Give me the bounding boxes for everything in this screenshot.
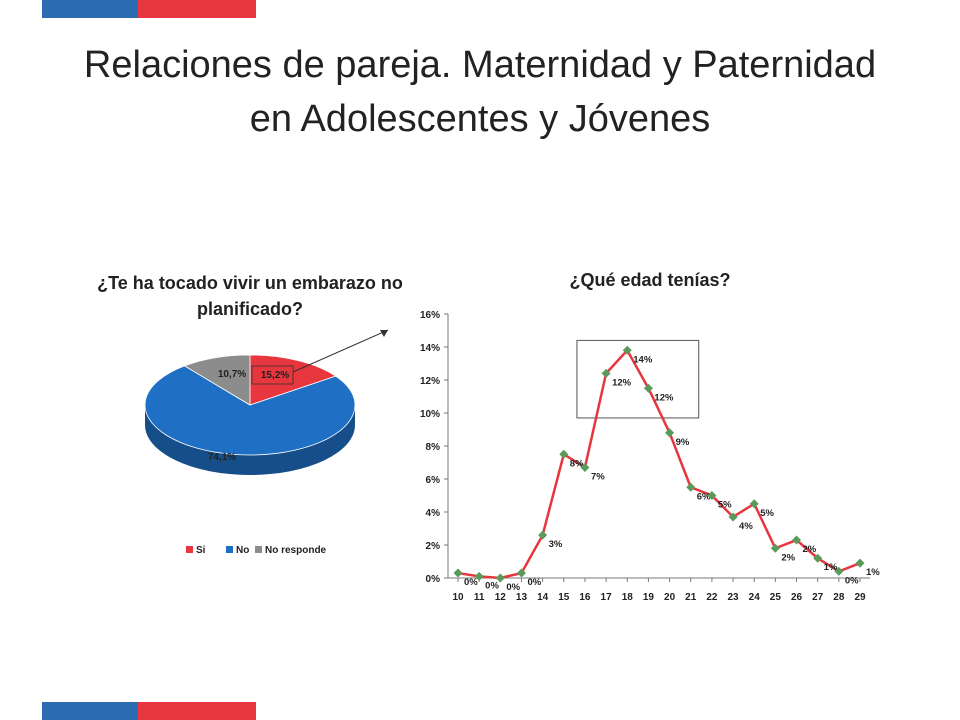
line-point-marker <box>792 535 802 545</box>
line-point-marker <box>453 568 463 578</box>
line-data-label: 14% <box>633 354 653 365</box>
line-x-tick-label: 22 <box>706 592 718 603</box>
line-data-label: 9% <box>676 437 690 448</box>
line-point-marker <box>665 428 675 438</box>
line-x-tick-label: 28 <box>833 592 845 603</box>
line-x-tick-label: 13 <box>516 592 528 603</box>
pie-callout-arrow <box>292 329 389 373</box>
line-data-label: 1% <box>866 567 880 578</box>
line-x-tick-label: 29 <box>854 592 866 603</box>
line-y-tick-label: 6% <box>426 475 441 486</box>
line-data-label: 2% <box>803 544 817 555</box>
pie-legend-swatch-no <box>226 546 233 553</box>
bottom-accent-bar <box>42 702 256 720</box>
bottom-accent-blue <box>42 702 138 720</box>
line-y-tick-label: 10% <box>420 409 440 420</box>
line-x-tick-label: 27 <box>812 592 824 603</box>
line-x-tick-label: 25 <box>770 592 782 603</box>
line-point-marker <box>538 530 548 540</box>
line-x-tick-label: 12 <box>495 592 507 603</box>
line-x-tick-label: 15 <box>558 592 570 603</box>
pie-highlight-box <box>251 365 294 385</box>
pie-slice-no-responde <box>183 354 251 406</box>
line-x-tick-label: 26 <box>791 592 803 603</box>
line-point-marker <box>749 499 759 509</box>
line-data-label: 0% <box>506 582 520 593</box>
line-y-tick-label: 12% <box>420 376 440 387</box>
line-point-marker <box>601 368 611 378</box>
line-y-tick-label: 8% <box>426 442 441 453</box>
line-data-label: 1% <box>824 562 838 573</box>
line-data-label: 6% <box>697 491 711 502</box>
line-data-label: 3% <box>549 539 563 550</box>
pie-chart-title: ¿Te ha tocado vivir un embarazo no plani… <box>97 273 403 319</box>
line-y-tick-label: 0% <box>426 574 441 585</box>
line-x-tick-label: 24 <box>749 592 761 603</box>
line-point-marker <box>686 482 696 492</box>
line-point-marker <box>855 558 865 568</box>
pie-legend-swatch-no-responde <box>255 546 262 553</box>
line-x-tick-label: 14 <box>537 592 549 603</box>
line-point-marker <box>770 543 780 553</box>
line-chart-title: ¿Qué edad tenías? <box>569 270 731 290</box>
line-peak-highlight-box <box>576 339 700 419</box>
pie-legend-label-si: Si <box>196 545 206 556</box>
pie-legend-swatch-si <box>186 546 193 553</box>
line-y-tick-label: 14% <box>420 343 440 354</box>
top-accent-red <box>138 0 256 18</box>
top-accent-blue <box>42 0 138 18</box>
line-point-marker <box>559 449 569 459</box>
line-y-tick-label: 4% <box>426 508 441 519</box>
line-point-marker <box>728 512 738 522</box>
line-data-label: 0% <box>845 575 859 586</box>
line-data-label: 0% <box>527 577 541 588</box>
line-point-marker <box>495 573 505 583</box>
line-x-tick-label: 19 <box>643 592 655 603</box>
slide-title-line1: Relaciones de pareja. Maternidad y Pater… <box>83 44 877 86</box>
slide-title-line2: en Adolescentes y Jóvenes <box>249 98 711 140</box>
line-x-tick-label: 16 <box>579 592 591 603</box>
line-x-tick-label: 18 <box>622 592 634 603</box>
bottom-accent-red <box>138 702 256 720</box>
line-data-label: 12% <box>654 392 674 403</box>
line-series <box>457 348 861 580</box>
line-data-label: 4% <box>739 521 753 532</box>
pie-side-no <box>145 405 355 475</box>
line-point-marker <box>643 383 653 393</box>
line-data-label: 5% <box>760 508 774 519</box>
line-point-marker <box>622 345 632 355</box>
line-data-label: 5% <box>718 500 732 511</box>
line-point-marker <box>516 568 526 578</box>
line-data-label: 12% <box>612 377 632 388</box>
line-point-marker <box>707 491 717 500</box>
pie-legend-label-no: No <box>236 545 249 556</box>
line-x-tick-label: 10 <box>452 592 464 603</box>
line-x-tick-label: 23 <box>727 592 739 603</box>
pie-label-no-responde: 10,7% <box>218 369 246 380</box>
line-point-marker <box>813 553 823 563</box>
top-accent-bar <box>42 0 256 18</box>
line-data-label: 7% <box>591 471 605 482</box>
line-point-marker <box>580 462 590 472</box>
line-x-tick-label: 11 <box>474 592 485 603</box>
pie-label-si: 15,2% <box>261 370 289 381</box>
line-x-tick-label: 17 <box>601 592 613 603</box>
line-point-marker <box>474 571 484 581</box>
slide-title: Relaciones de pareja. Maternidad y Pater… <box>0 38 960 146</box>
line-data-label: 2% <box>781 552 795 563</box>
line-x-tick-label: 21 <box>685 592 697 603</box>
pie-legend-label-no-responde: No responde <box>265 545 327 556</box>
pie-slice-no <box>144 365 356 456</box>
line-x-tick-label: 20 <box>664 592 676 603</box>
line-y-tick-label: 16% <box>420 310 440 321</box>
pie-callout-arrowhead <box>380 330 388 337</box>
line-y-tick-label: 2% <box>426 541 441 552</box>
line-data-label: 0% <box>485 580 499 591</box>
pie-label-no: 74,1% <box>208 452 236 463</box>
line-point-marker <box>834 566 844 576</box>
line-data-label: 8% <box>570 458 584 469</box>
line-data-label: 0% <box>464 577 478 588</box>
